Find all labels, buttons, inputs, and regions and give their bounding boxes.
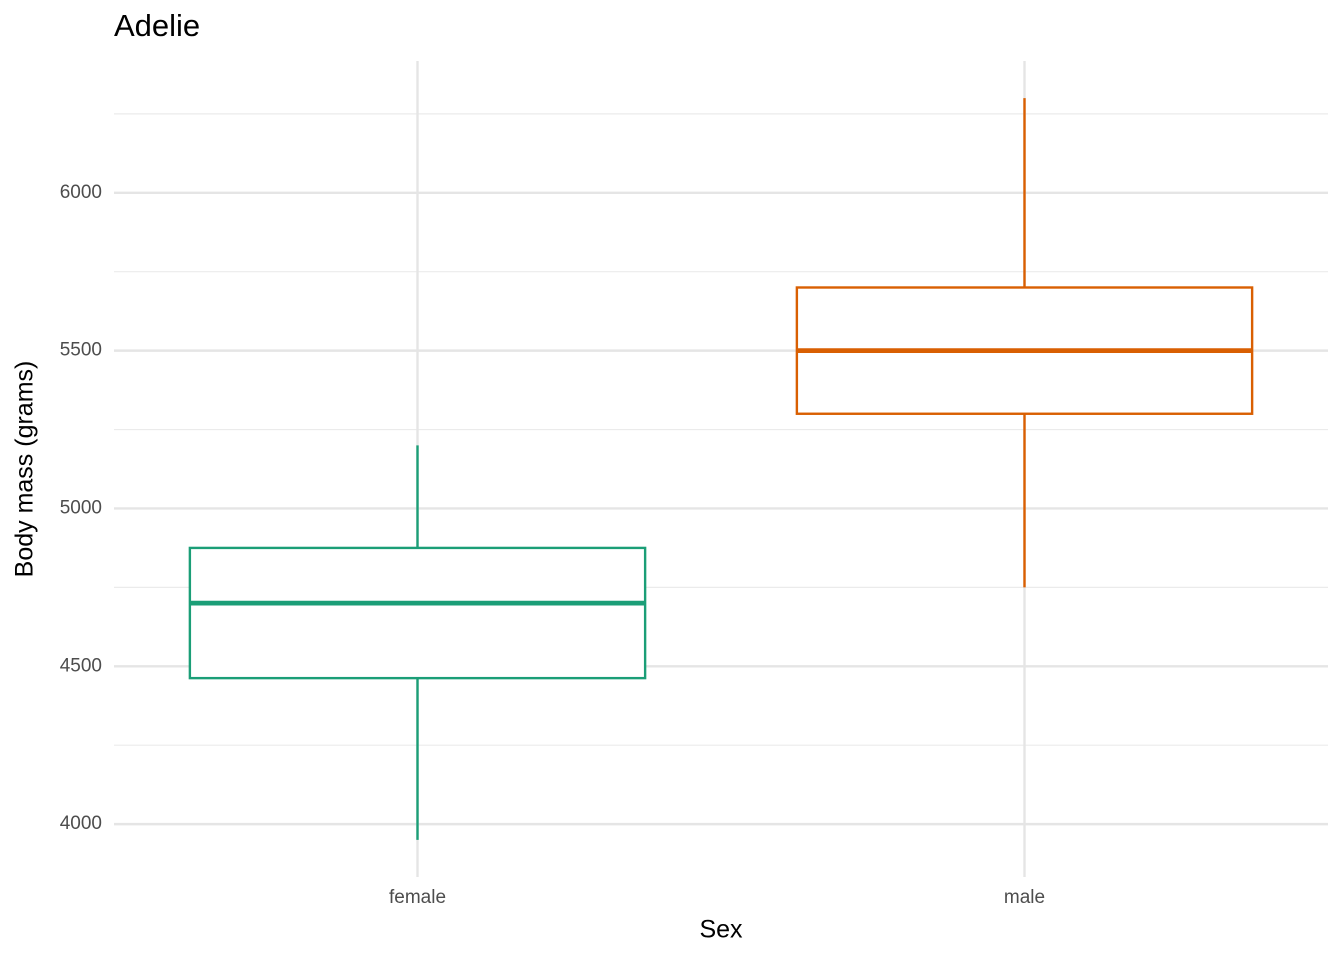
chart-title: Adelie [114, 8, 200, 43]
y-tick-label: 6000 [60, 182, 102, 203]
y-tick-label: 4000 [60, 813, 102, 834]
x-tick-label: male [1004, 887, 1045, 908]
y-tick-label: 5000 [60, 497, 102, 518]
y-tick-label: 5500 [60, 340, 102, 361]
box [188, 546, 647, 680]
y-axis-title: Body mass (grams) [11, 361, 39, 578]
y-tick-label: 4500 [60, 655, 102, 676]
x-axis-title: Sex [699, 916, 743, 944]
x-tick-label: female [389, 887, 446, 908]
